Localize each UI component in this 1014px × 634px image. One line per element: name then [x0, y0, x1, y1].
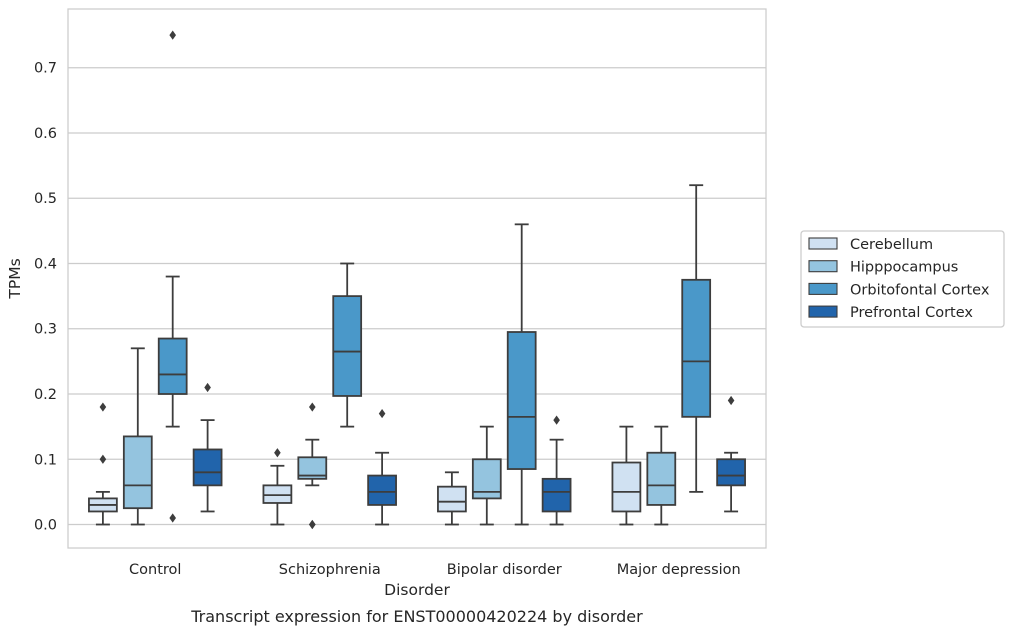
outlier-point	[309, 519, 316, 530]
legend-swatch	[808, 237, 838, 250]
outlier-point	[99, 402, 107, 412]
legend-swatch	[808, 282, 838, 295]
y-axis-label: TPMs	[6, 258, 24, 299]
x-axis-label: Disorder	[384, 581, 450, 599]
legend-label: Orbitofontal Cortex	[850, 282, 990, 298]
box-body	[541, 477, 572, 513]
legend-label: Hipppocampus	[850, 260, 958, 276]
box-1-3	[646, 425, 677, 526]
box-3-1	[367, 408, 397, 526]
outlier-point	[99, 454, 107, 464]
outlier-point	[274, 448, 281, 458]
outlier-point	[553, 415, 560, 425]
y-tick-label: 0.3	[34, 322, 57, 338]
legend-swatch	[808, 305, 838, 318]
outlier-point	[378, 408, 386, 419]
y-tick-label: 0.1	[34, 452, 57, 468]
legend-label: Cerebellum	[850, 237, 933, 253]
box-1-1	[297, 402, 328, 530]
box-body	[506, 331, 537, 470]
y-tick-label: 0.2	[34, 387, 57, 403]
box-2-1	[332, 262, 363, 428]
box-body	[611, 461, 642, 513]
y-tick-label: 0.0	[34, 518, 57, 534]
box-body	[192, 448, 223, 487]
box-2-3	[681, 184, 712, 493]
x-tick-label: Bipolar disorder	[447, 562, 562, 578]
y-tick-label: 0.4	[34, 256, 57, 272]
outlier-point	[727, 395, 735, 406]
box-body	[716, 458, 746, 487]
legend-label: Prefrontal Cortex	[850, 305, 973, 321]
outlier-point	[169, 30, 176, 40]
box-body	[332, 295, 363, 397]
outlier-point	[204, 382, 211, 393]
y-tick-label: 0.6	[34, 126, 57, 142]
outlier-point	[169, 513, 176, 523]
x-tick-label: Control	[129, 562, 181, 578]
outlier-point	[309, 402, 316, 412]
box-1-2	[471, 425, 502, 526]
box-body	[646, 451, 677, 506]
box-body	[262, 484, 293, 504]
y-tick-label: 0.7	[34, 61, 57, 77]
legend-swatch	[808, 260, 838, 273]
box-3-2	[541, 415, 572, 526]
box-body	[157, 337, 188, 395]
x-tick-label: Major depression	[617, 562, 741, 578]
box-body	[437, 485, 467, 513]
x-axis: Control Schizophrenia Bipolar disorder Majo…	[129, 562, 741, 578]
box-body	[297, 456, 328, 480]
box-3-3	[716, 395, 746, 513]
box-0-3	[611, 425, 642, 526]
plot-frame	[67, 8, 767, 549]
box-0-2	[437, 471, 467, 526]
box-body	[367, 474, 397, 506]
legend: Cerebellum Hipppocampus Orbitofontal Corte…	[800, 230, 1005, 328]
legend-frame	[800, 230, 1005, 328]
x-tick-label: Schizophrenia	[279, 562, 381, 578]
box-0-0	[88, 402, 118, 526]
box-plots	[88, 30, 746, 530]
box-0-1	[262, 448, 293, 526]
y-axis: 0.0 0.1 0.2 0.3 0.4 0.5 0.6 0.7	[34, 61, 57, 534]
box-3-0	[192, 382, 223, 513]
box-1-0	[122, 347, 153, 526]
y-tick-label: 0.5	[34, 191, 57, 207]
box-2-0	[157, 30, 188, 523]
box-2-2	[506, 223, 537, 526]
box-body	[122, 435, 153, 510]
chart-caption: Transcript expression for ENST0000042022…	[190, 607, 643, 626]
box-body	[681, 278, 712, 418]
